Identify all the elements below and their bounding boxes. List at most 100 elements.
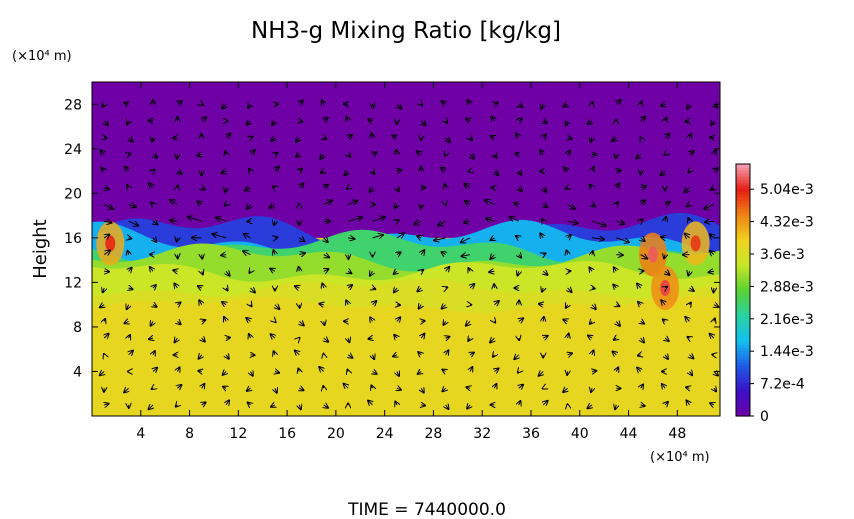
wind-arrow — [421, 104, 422, 105]
wind-arrow — [421, 205, 422, 209]
wind-arrow — [347, 370, 348, 372]
wind-arrow — [469, 268, 471, 271]
wind-arrow — [510, 217, 520, 222]
wind-arrow — [567, 205, 575, 209]
colorbar-swatch — [736, 275, 750, 279]
wind-arrow — [248, 403, 251, 405]
wind-arrow — [442, 252, 446, 255]
wind-arrow — [223, 372, 226, 375]
wind-arrow — [348, 338, 349, 342]
wind-arrow — [421, 388, 424, 392]
wind-arrow — [275, 237, 277, 238]
wind-arrow — [591, 388, 592, 392]
wind-arrow — [641, 117, 646, 121]
colorbar-swatch — [736, 356, 750, 360]
hotspot-core — [647, 246, 658, 263]
wind-arrow — [616, 202, 617, 205]
hotspot-core — [690, 235, 701, 252]
wind-arrow — [202, 338, 205, 342]
wind-arrow — [129, 238, 132, 239]
wind-arrow — [152, 138, 153, 142]
wind-arrow — [324, 321, 325, 325]
y-tick-label: 16 — [64, 231, 82, 247]
wind-arrow — [568, 235, 571, 238]
wind-arrow — [397, 252, 401, 254]
wind-arrow — [201, 134, 202, 138]
wind-arrow — [199, 300, 202, 305]
wind-arrow — [299, 405, 301, 409]
wind-arrow — [419, 305, 422, 309]
wind-arrow — [592, 350, 594, 354]
wind-arrow — [464, 221, 471, 223]
wind-arrow — [417, 288, 421, 291]
colorbar-swatch — [736, 209, 750, 213]
wind-arrow — [469, 171, 470, 172]
wind-arrow — [199, 355, 202, 359]
wind-arrow — [396, 233, 404, 238]
wind-arrow — [251, 150, 255, 155]
wind-arrow — [246, 318, 250, 321]
wind-arrow — [516, 133, 519, 137]
wind-arrow — [322, 100, 324, 104]
wind-arrow — [344, 384, 349, 389]
wind-arrow — [494, 369, 498, 372]
wind-arrow — [101, 150, 105, 154]
wind-arrow — [247, 205, 250, 209]
wind-arrow — [125, 167, 129, 171]
wind-arrow — [222, 104, 226, 108]
colorbar-swatch — [736, 164, 750, 168]
wind-arrow — [690, 288, 694, 291]
wind-arrow — [665, 154, 666, 155]
wind-arrow — [124, 388, 129, 392]
wind-arrow — [641, 102, 642, 105]
wind-arrow — [371, 386, 372, 389]
colorbar-swatch — [736, 269, 750, 273]
wind-arrow — [445, 154, 446, 155]
wind-arrow — [470, 154, 474, 158]
wind-arrow — [563, 320, 567, 322]
wind-arrow — [665, 355, 668, 359]
wind-arrow — [274, 250, 275, 254]
colorbar-swatch — [736, 173, 750, 177]
wind-arrow — [685, 317, 689, 322]
wind-arrow — [445, 184, 446, 188]
colorbar-label: 7.2e-4 — [760, 377, 805, 393]
wind-arrow — [103, 251, 110, 255]
wind-arrow — [714, 168, 718, 171]
wind-arrow — [299, 121, 302, 122]
wind-arrow — [202, 384, 205, 388]
colorbar-swatch — [736, 350, 750, 354]
wind-arrow — [177, 101, 181, 104]
wind-arrow — [662, 384, 665, 388]
wind-arrow — [149, 338, 153, 339]
wind-arrow — [641, 200, 646, 205]
wind-arrow — [324, 185, 328, 188]
wind-arrow — [567, 250, 568, 254]
wind-arrow — [153, 170, 155, 172]
wind-arrow — [270, 269, 275, 272]
wind-arrow — [686, 121, 690, 122]
wind-arrow — [543, 121, 547, 123]
colorbar-swatch — [736, 194, 750, 198]
wind-arrow — [567, 221, 578, 223]
colorbar-swatch — [736, 191, 750, 195]
colorbar-swatch — [736, 251, 750, 255]
colorbar-swatch — [736, 344, 750, 348]
wind-arrow — [299, 253, 305, 255]
wind-arrow — [127, 121, 129, 124]
colorbar-swatch — [736, 272, 750, 276]
wind-arrow — [494, 301, 499, 305]
wind-arrow — [299, 183, 303, 187]
colorbar-swatch — [736, 395, 750, 399]
wind-arrow — [518, 372, 519, 373]
wind-arrow — [661, 171, 666, 175]
wind-arrow — [177, 367, 179, 371]
wind-arrow — [465, 201, 470, 204]
colorbar-swatch — [736, 257, 750, 261]
wind-arrow — [690, 151, 694, 155]
wind-arrow — [616, 305, 619, 307]
colorbar-frame — [735, 163, 751, 417]
colorbar-swatch — [736, 167, 750, 171]
wind-arrow — [638, 302, 641, 305]
